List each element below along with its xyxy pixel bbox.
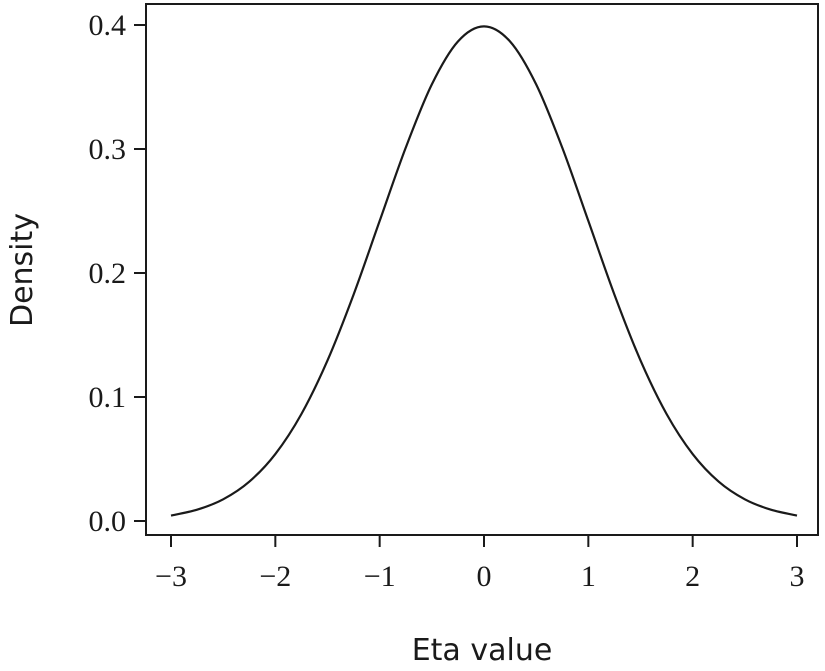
y-tick-label: 0.3 <box>89 133 127 166</box>
x-tick-label: −2 <box>259 560 291 593</box>
x-tick-label: 3 <box>790 560 805 593</box>
x-tick-label: −1 <box>364 560 396 593</box>
y-axis: 0.0 0.1 0.2 0.3 0.4 <box>89 9 146 538</box>
y-tick-label: 0.0 <box>89 505 127 538</box>
y-tick-label: 0.1 <box>89 381 127 414</box>
x-tick-label: 0 <box>477 560 492 593</box>
x-axis: −3 −2 −1 0 1 2 3 <box>155 535 805 593</box>
x-tick-label: −3 <box>155 560 187 593</box>
x-tick-label: 1 <box>581 560 596 593</box>
y-axis-title: Density <box>5 213 40 327</box>
y-tick-label: 0.4 <box>89 9 127 42</box>
x-tick-label: 2 <box>685 560 700 593</box>
x-axis-title: Eta value <box>412 633 553 668</box>
plot-frame <box>145 3 819 536</box>
density-curve <box>170 25 798 517</box>
y-tick-label: 0.2 <box>89 257 127 290</box>
